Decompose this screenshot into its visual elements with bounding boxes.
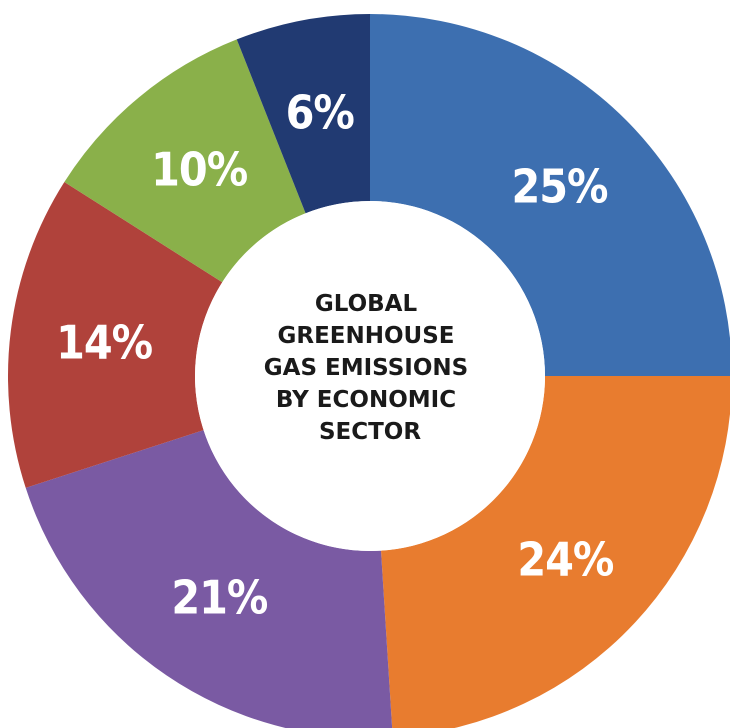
chart-title-line-5: SECTOR	[319, 419, 421, 445]
chart-title-line-4: BY ECONOMIC	[276, 387, 456, 413]
center-hole	[195, 201, 545, 551]
slice-label-5: 10%	[151, 143, 248, 197]
slice-2	[380, 376, 730, 728]
slice-label-1: 25%	[511, 159, 608, 213]
chart-title: GLOBAL GREENHOUSE GAS EMISSIONS BY ECONO…	[264, 291, 476, 445]
labels-layer: 25% 24% 21% 14% 10% 6%	[56, 86, 615, 625]
slice-label-6: 6%	[286, 86, 355, 140]
chart-title-line-1: GLOBAL	[315, 291, 418, 317]
slice-label-2: 24%	[517, 532, 614, 586]
chart-title-line-2: GREENHOUSE	[277, 323, 454, 349]
slice-5	[64, 39, 306, 283]
slice-label-3: 21%	[171, 571, 268, 625]
slice-label-4: 14%	[56, 315, 153, 369]
slice-1	[370, 14, 730, 376]
chart-title-line-3: GAS EMISSIONS	[264, 355, 468, 381]
slice-6	[236, 14, 370, 214]
slices-layer	[8, 14, 730, 728]
slice-4	[8, 182, 223, 488]
slice-3	[25, 430, 393, 728]
